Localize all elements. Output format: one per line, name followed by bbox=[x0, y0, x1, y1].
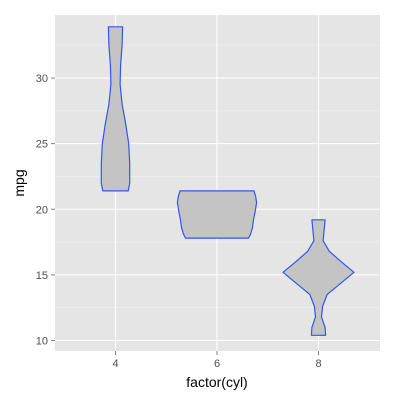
violin-6 bbox=[177, 191, 256, 238]
y-tick-label: 10 bbox=[36, 336, 48, 348]
y-axis-title: mpg bbox=[11, 169, 27, 196]
y-tick-label: 15 bbox=[36, 270, 48, 282]
y-tick-label: 30 bbox=[36, 73, 48, 85]
x-axis-title: factor(cyl) bbox=[186, 374, 247, 390]
y-tick-label: 20 bbox=[36, 204, 48, 216]
y-tick-label: 25 bbox=[36, 139, 48, 151]
x-tick-label: 4 bbox=[112, 358, 118, 370]
x-tick-label: 6 bbox=[214, 358, 220, 370]
x-tick-label: 8 bbox=[315, 358, 321, 370]
